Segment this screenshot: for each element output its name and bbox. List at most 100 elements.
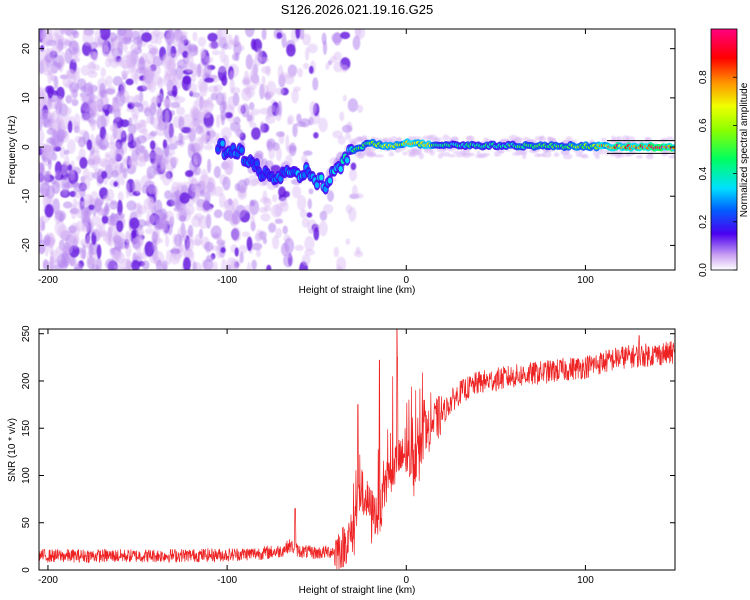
spectrogram-noise-blob	[149, 140, 156, 150]
snr-y-ticks: 0 50 100 150 200 250	[21, 325, 675, 573]
spectrogram-haze-blob	[411, 147, 419, 151]
spectrogram-haze-blob	[474, 154, 485, 159]
spectrogram-noise-blob	[129, 217, 140, 230]
spectrogram-noise-blob	[132, 237, 141, 250]
snr-x-tick-label: 0	[403, 575, 409, 586]
spectrogram-noise-blob	[73, 263, 83, 270]
spectrogram-noise-blob	[339, 111, 345, 122]
spectrogram-noise-blob	[241, 231, 251, 238]
spectrogram-haze-blob	[508, 134, 518, 142]
spectrogram-noise-blob	[215, 114, 221, 128]
spectrogram-noise-blob	[82, 30, 94, 46]
spectrogram-noise-blob	[255, 249, 262, 258]
spectrogram-x-tick-label: -200	[38, 275, 58, 286]
spectrogram-noise-blob	[194, 185, 201, 201]
spectrogram-noise-blob	[134, 69, 139, 85]
spectrogram-noise-blob	[120, 131, 126, 138]
spectrogram-noise-blob	[43, 171, 51, 186]
spectrogram-noise-blob	[39, 93, 46, 109]
spectrogram-noise-blob	[78, 136, 86, 148]
spectrogram-noise-blob	[101, 215, 109, 224]
spectrogram-noise-blob	[292, 123, 298, 138]
spectrogram-noise-blob	[254, 233, 261, 242]
spectrogram-noise-blob	[251, 259, 257, 270]
spectrogram-noise-blob	[90, 215, 102, 227]
spectrogram-noise-blob	[302, 62, 310, 70]
spectrogram-noise-blob	[222, 176, 231, 191]
spectrogram-ridge-core	[319, 174, 324, 181]
spectrogram-noise-blob	[194, 213, 204, 222]
spectrogram-noise-blob	[309, 101, 317, 115]
spectrogram-noise-blob	[275, 227, 283, 239]
spectrogram-noise-blob	[319, 210, 328, 221]
spectrogram-noise-blob	[261, 75, 266, 86]
spectrogram-noise-blob	[303, 150, 313, 156]
spectrogram-noise-blob	[47, 86, 54, 99]
spectrogram-noise-blob	[197, 63, 202, 77]
spectrogram-noise-blob	[333, 61, 343, 73]
spectrogram-noise-blob	[286, 249, 292, 259]
spectrogram-noise-blob	[197, 110, 204, 123]
spectrogram-y-tick-label: -10	[21, 189, 32, 204]
spectrogram-noise-blob	[105, 258, 117, 270]
spectrogram-noise-blob	[153, 29, 161, 38]
spectrogram-noise-blob	[224, 163, 233, 176]
spectrogram-noise-blob	[203, 110, 211, 119]
spectrogram-noise-blob	[63, 107, 72, 116]
spectrogram-noise-blob	[94, 198, 103, 213]
spectrogram-noise-blob	[217, 234, 223, 251]
spectrogram-noise-blob	[144, 241, 155, 257]
spectrogram-noise-blob	[193, 151, 203, 166]
spectrogram-noise-blob	[40, 143, 52, 158]
spectrogram-noise-blob	[97, 169, 104, 182]
spectrogram-noise-blob	[117, 199, 123, 216]
spectrogram-noise-blob	[246, 262, 251, 270]
spectrogram-noise-blob	[113, 54, 118, 63]
spectrogram-noise-blob	[69, 170, 76, 182]
spectrogram-noise-blob	[123, 155, 135, 165]
spectrogram-noise-blob	[82, 42, 92, 57]
spectrogram-noise-blob	[156, 259, 163, 270]
spectrogram-noise-blob	[182, 75, 192, 85]
spectrogram-noise-blob	[223, 54, 230, 70]
spectrogram-noise-blob	[162, 260, 168, 270]
spectrogram-noise-blob	[44, 29, 53, 37]
spectrogram-haze-blob	[496, 149, 505, 154]
spectrogram-noise-blob	[111, 169, 119, 179]
spectrogram-x-tick-label: 100	[577, 275, 594, 286]
spectrogram-noise-blob	[164, 109, 170, 125]
spectrogram-noise-blob	[141, 260, 150, 270]
spectrogram-haze-blob	[422, 135, 430, 140]
spectrogram-noise-blob	[93, 229, 100, 236]
spectrogram-noise-blob	[313, 227, 320, 241]
spectrogram-noise-blob	[148, 80, 157, 93]
spectrogram-x-ticks: -200 -100 0 100	[38, 29, 594, 286]
spectrogram-noise-blob	[277, 100, 282, 116]
snr-x-tick-label: -100	[217, 575, 237, 586]
spectrogram-noise-blob	[161, 171, 171, 186]
spectrogram-noise-blob	[201, 199, 211, 213]
spectrogram-noise-blob	[93, 154, 100, 164]
spectrogram-noise-blob	[50, 75, 58, 81]
spectrogram-noise-blob	[265, 65, 271, 77]
spectrogram-noise-blob	[174, 96, 186, 104]
spectrogram-noise-blob	[231, 226, 241, 243]
spectrogram-noise-blob	[124, 95, 136, 105]
spectrogram-noise-blob	[135, 181, 141, 194]
spectrogram-noise-blob	[296, 113, 302, 123]
spectrogram-noise-blob	[71, 53, 78, 63]
snr-frame	[38, 328, 676, 571]
spectrogram-noise-blob	[349, 168, 357, 182]
spectrogram-noise-blob	[88, 242, 94, 258]
spectrogram-noise-blob	[204, 261, 212, 270]
spectrogram-noise-blob	[275, 146, 282, 162]
spectrogram-noise-blob	[354, 29, 362, 38]
spectrogram-haze-blob	[560, 149, 570, 156]
spectrogram-noise-blob	[276, 32, 283, 39]
spectrogram-noise-blob	[42, 113, 49, 128]
spectrogram-noise-blob	[186, 132, 196, 139]
spectrogram-noise-blob	[353, 250, 364, 258]
spectrogram-haze-blob	[553, 152, 560, 158]
spectrogram-noise-blob	[295, 29, 301, 39]
spectrogram-noise-blob	[176, 59, 188, 69]
